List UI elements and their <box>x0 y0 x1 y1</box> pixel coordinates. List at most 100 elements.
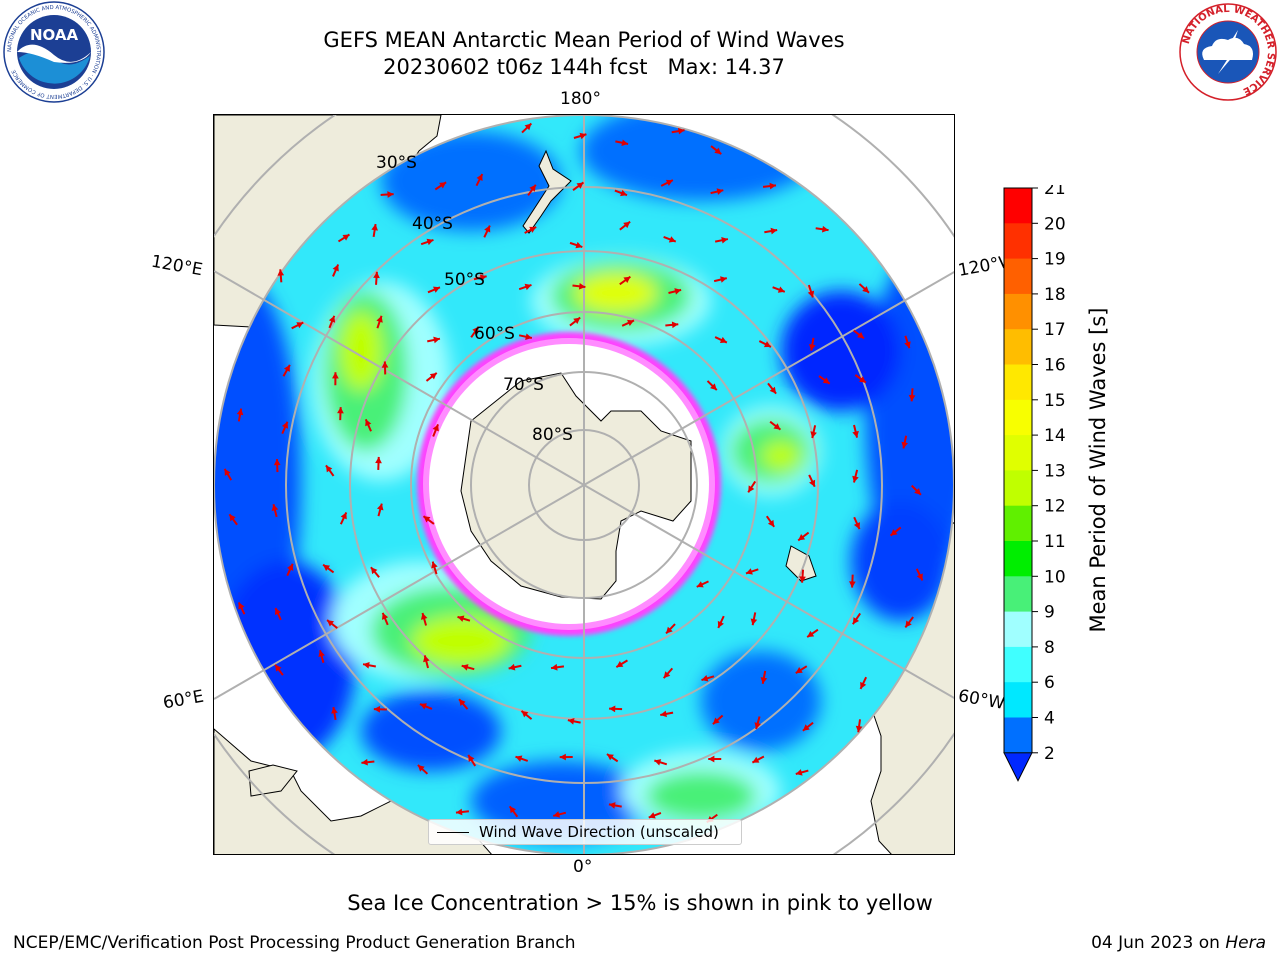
arrow-head <box>236 408 244 416</box>
arrow-head <box>553 811 561 818</box>
arrow-head <box>712 717 720 725</box>
legend-line-sample <box>437 832 469 833</box>
colorbar-segment <box>1004 364 1032 401</box>
arrow-head <box>423 655 430 663</box>
arrow-head <box>666 626 673 634</box>
arrow-head <box>323 564 331 572</box>
arrow-head <box>529 184 536 192</box>
colorbar: 21 20 19 18 17 16 15 14 13 12 11 10 9 8 6 4 2 <box>996 179 1086 789</box>
arrow-head <box>429 372 437 380</box>
arrow-head <box>852 617 860 625</box>
arrow-head <box>525 333 532 341</box>
arrow-head <box>663 671 671 679</box>
arrow-head <box>431 561 438 569</box>
arrow-head <box>668 236 676 243</box>
arrow-head <box>371 224 378 231</box>
arrow-head <box>708 755 715 763</box>
colorbar-tick-label: 9 <box>1044 603 1055 623</box>
arrow-head <box>807 290 815 298</box>
arrow-head <box>328 315 336 323</box>
arrow-head <box>332 264 339 272</box>
arrow-head <box>524 283 532 291</box>
arrow-head <box>822 377 830 384</box>
colorbar-segment <box>1004 611 1032 648</box>
arrow-head <box>798 534 806 541</box>
colorbar-tick-label: 6 <box>1044 673 1055 693</box>
arrow-head <box>373 271 380 279</box>
arrow-head <box>376 503 384 511</box>
arrow-head <box>890 529 898 536</box>
arrow-head <box>439 182 447 189</box>
arrow-head <box>721 236 728 244</box>
arrow-head <box>273 459 281 466</box>
colorbar-label: Mean Period of Wind Waves [s] <box>1086 307 1110 633</box>
arrow-head <box>750 618 758 626</box>
lon-label-120e: 120°E <box>149 251 205 281</box>
arrow-head <box>578 282 586 290</box>
arrow-head <box>277 269 285 276</box>
arrow-head <box>332 372 339 379</box>
arrow-head <box>665 179 673 186</box>
arrow-head <box>529 226 537 233</box>
colorbar-tick-label: 11 <box>1044 532 1066 552</box>
arrow-head <box>901 441 909 449</box>
arrow-head <box>671 321 679 329</box>
arrow-head <box>677 127 685 135</box>
graticule <box>214 115 954 854</box>
colorbar-segment <box>1004 435 1032 471</box>
map-legend: Wind Wave Direction (unscaled) <box>428 819 742 845</box>
arrow-head <box>767 519 775 527</box>
arrow-head <box>579 132 587 140</box>
arrow-head <box>720 276 727 283</box>
new-zealand <box>522 149 572 234</box>
noaa-logo: NATIONAL OCEANIC AND ATMOSPHERIC ADMINIS… <box>3 1 105 103</box>
arrow-head <box>575 241 583 249</box>
arrow-head <box>559 753 566 761</box>
arrow-head <box>433 286 440 293</box>
arrow-head <box>229 514 236 522</box>
colorbar-tick-label: 13 <box>1044 461 1066 481</box>
arrow-head <box>331 707 338 714</box>
arrow-head <box>420 613 428 620</box>
arrow-head <box>457 615 465 622</box>
arrow-head <box>914 488 921 495</box>
arrow-head <box>808 344 816 351</box>
arrow-head <box>810 431 817 439</box>
noaa-logo-text: NOAA <box>30 26 79 44</box>
nws-logo: NATIONAL WEATHER SERVICE <box>1179 3 1277 101</box>
arrow-head <box>763 341 771 348</box>
colorbar-tick-label: 8 <box>1044 638 1055 658</box>
arrow-head <box>476 174 483 182</box>
colorbar-segment <box>1004 399 1032 436</box>
arrow-head <box>752 756 760 763</box>
arrow-head <box>576 182 584 189</box>
arrow-head <box>274 608 282 616</box>
lat-label-60s: 60°S <box>474 324 515 344</box>
arrow-head <box>660 710 667 718</box>
chart-title: GEFS MEAN Antarctic Mean Period of Wind … <box>323 28 845 52</box>
arrow-head <box>238 602 245 610</box>
arrow-head <box>484 225 491 233</box>
arrow-head <box>325 465 333 473</box>
lon-label-0: 0° <box>573 857 593 877</box>
madagascar <box>248 764 298 797</box>
arrow-head <box>714 147 722 155</box>
arrow-head <box>716 188 724 195</box>
arrow-head <box>606 754 614 761</box>
colorbar-tick-label: 14 <box>1044 426 1066 446</box>
colorbar-segment <box>1004 470 1032 507</box>
arrow-head <box>770 227 778 235</box>
arrow-head <box>327 620 334 627</box>
colorbar-segment <box>1004 258 1032 295</box>
lat-label-50s: 50°S <box>444 270 485 290</box>
colorbar-segment <box>1004 293 1032 330</box>
arrow-head <box>224 468 231 476</box>
colorbar-segment <box>1004 223 1032 260</box>
arrow-head <box>508 663 516 671</box>
arrow-head <box>674 288 682 295</box>
forecast-run: 20230602 t06z 144h fcst <box>383 55 648 79</box>
south-america-tip <box>785 545 817 582</box>
colorbar-tick-label: 18 <box>1044 285 1066 305</box>
max-value: Max: 14.37 <box>667 55 785 79</box>
arrow-head <box>654 759 662 766</box>
